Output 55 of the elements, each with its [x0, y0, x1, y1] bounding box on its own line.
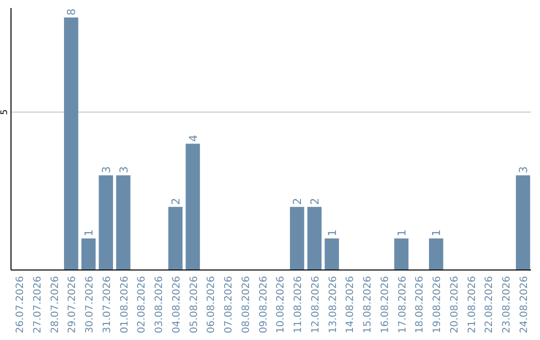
x-tick-label: 08.08.2026	[240, 276, 252, 334]
x-tick-label: 20.08.2026	[449, 276, 460, 334]
data-label: 1	[82, 229, 96, 236]
data-label: 3	[517, 166, 530, 174]
x-tick-label: 02.08.2026	[136, 276, 148, 334]
bar	[186, 144, 200, 270]
x-tick-label: 23.08.2026	[502, 276, 513, 334]
data-label: 2	[169, 198, 182, 205]
x-tick-label: 30.07.2026	[84, 276, 96, 334]
x-tick-label: 01.08.2026	[119, 276, 130, 334]
x-tick-label: 27.07.2026	[32, 276, 44, 334]
x-tick-label: 09.08.2026	[258, 276, 270, 334]
data-label: 1	[395, 229, 408, 236]
data-label: 3	[117, 166, 130, 174]
x-tick-label: 17.08.2026	[397, 276, 408, 334]
data-label: 4	[186, 134, 200, 142]
data-label: 8	[65, 8, 78, 16]
data-label: 1	[430, 229, 444, 236]
x-tick-label: 19.08.2026	[432, 276, 444, 334]
bar	[168, 206, 183, 270]
bar	[98, 175, 114, 270]
x-tick-label: 14.08.2026	[345, 276, 356, 334]
bar	[394, 238, 408, 270]
x-tick-label: 12.08.2026	[310, 276, 322, 334]
x-tick-label: 11.08.2026	[293, 276, 304, 334]
x-tick-label: 16.08.2026	[380, 276, 391, 334]
data-label: 2	[291, 198, 304, 205]
x-tick-label: 24.08.2026	[519, 276, 530, 334]
bar	[307, 206, 322, 270]
data-label: 2	[308, 198, 322, 205]
x-tick-label: 29.07.2026	[67, 276, 78, 334]
x-tick-label: 04.08.2026	[171, 276, 182, 334]
x-tick-label: 31.07.2026	[102, 276, 113, 334]
data-label: 3	[100, 166, 113, 174]
bar	[81, 238, 96, 270]
x-tick-label: 21.08.2026	[466, 276, 478, 334]
x-tick-label: 06.08.2026	[206, 276, 218, 334]
x-tick-label: 28.07.2026	[50, 276, 61, 334]
x-tick-label: 22.08.2026	[484, 276, 496, 334]
x-tick-label: 13.08.2026	[328, 276, 339, 334]
bar	[428, 238, 444, 270]
x-tick-label: 07.08.2026	[224, 276, 235, 334]
x-tick-label: 15.08.2026	[362, 276, 374, 334]
x-tick-label: 26.07.2026	[14, 276, 26, 334]
bar	[290, 206, 304, 270]
x-tick-label: 05.08.2026	[188, 276, 200, 334]
x-tick-label: 03.08.2026	[154, 276, 166, 334]
x-tick-label: 18.08.2026	[414, 276, 426, 334]
bar	[64, 17, 78, 270]
bar	[116, 175, 130, 270]
y-tick-label: 5	[0, 109, 10, 116]
data-label: 1	[326, 229, 339, 236]
bar	[324, 238, 339, 270]
x-tick-label: 10.08.2026	[276, 276, 287, 334]
bar	[516, 175, 530, 270]
